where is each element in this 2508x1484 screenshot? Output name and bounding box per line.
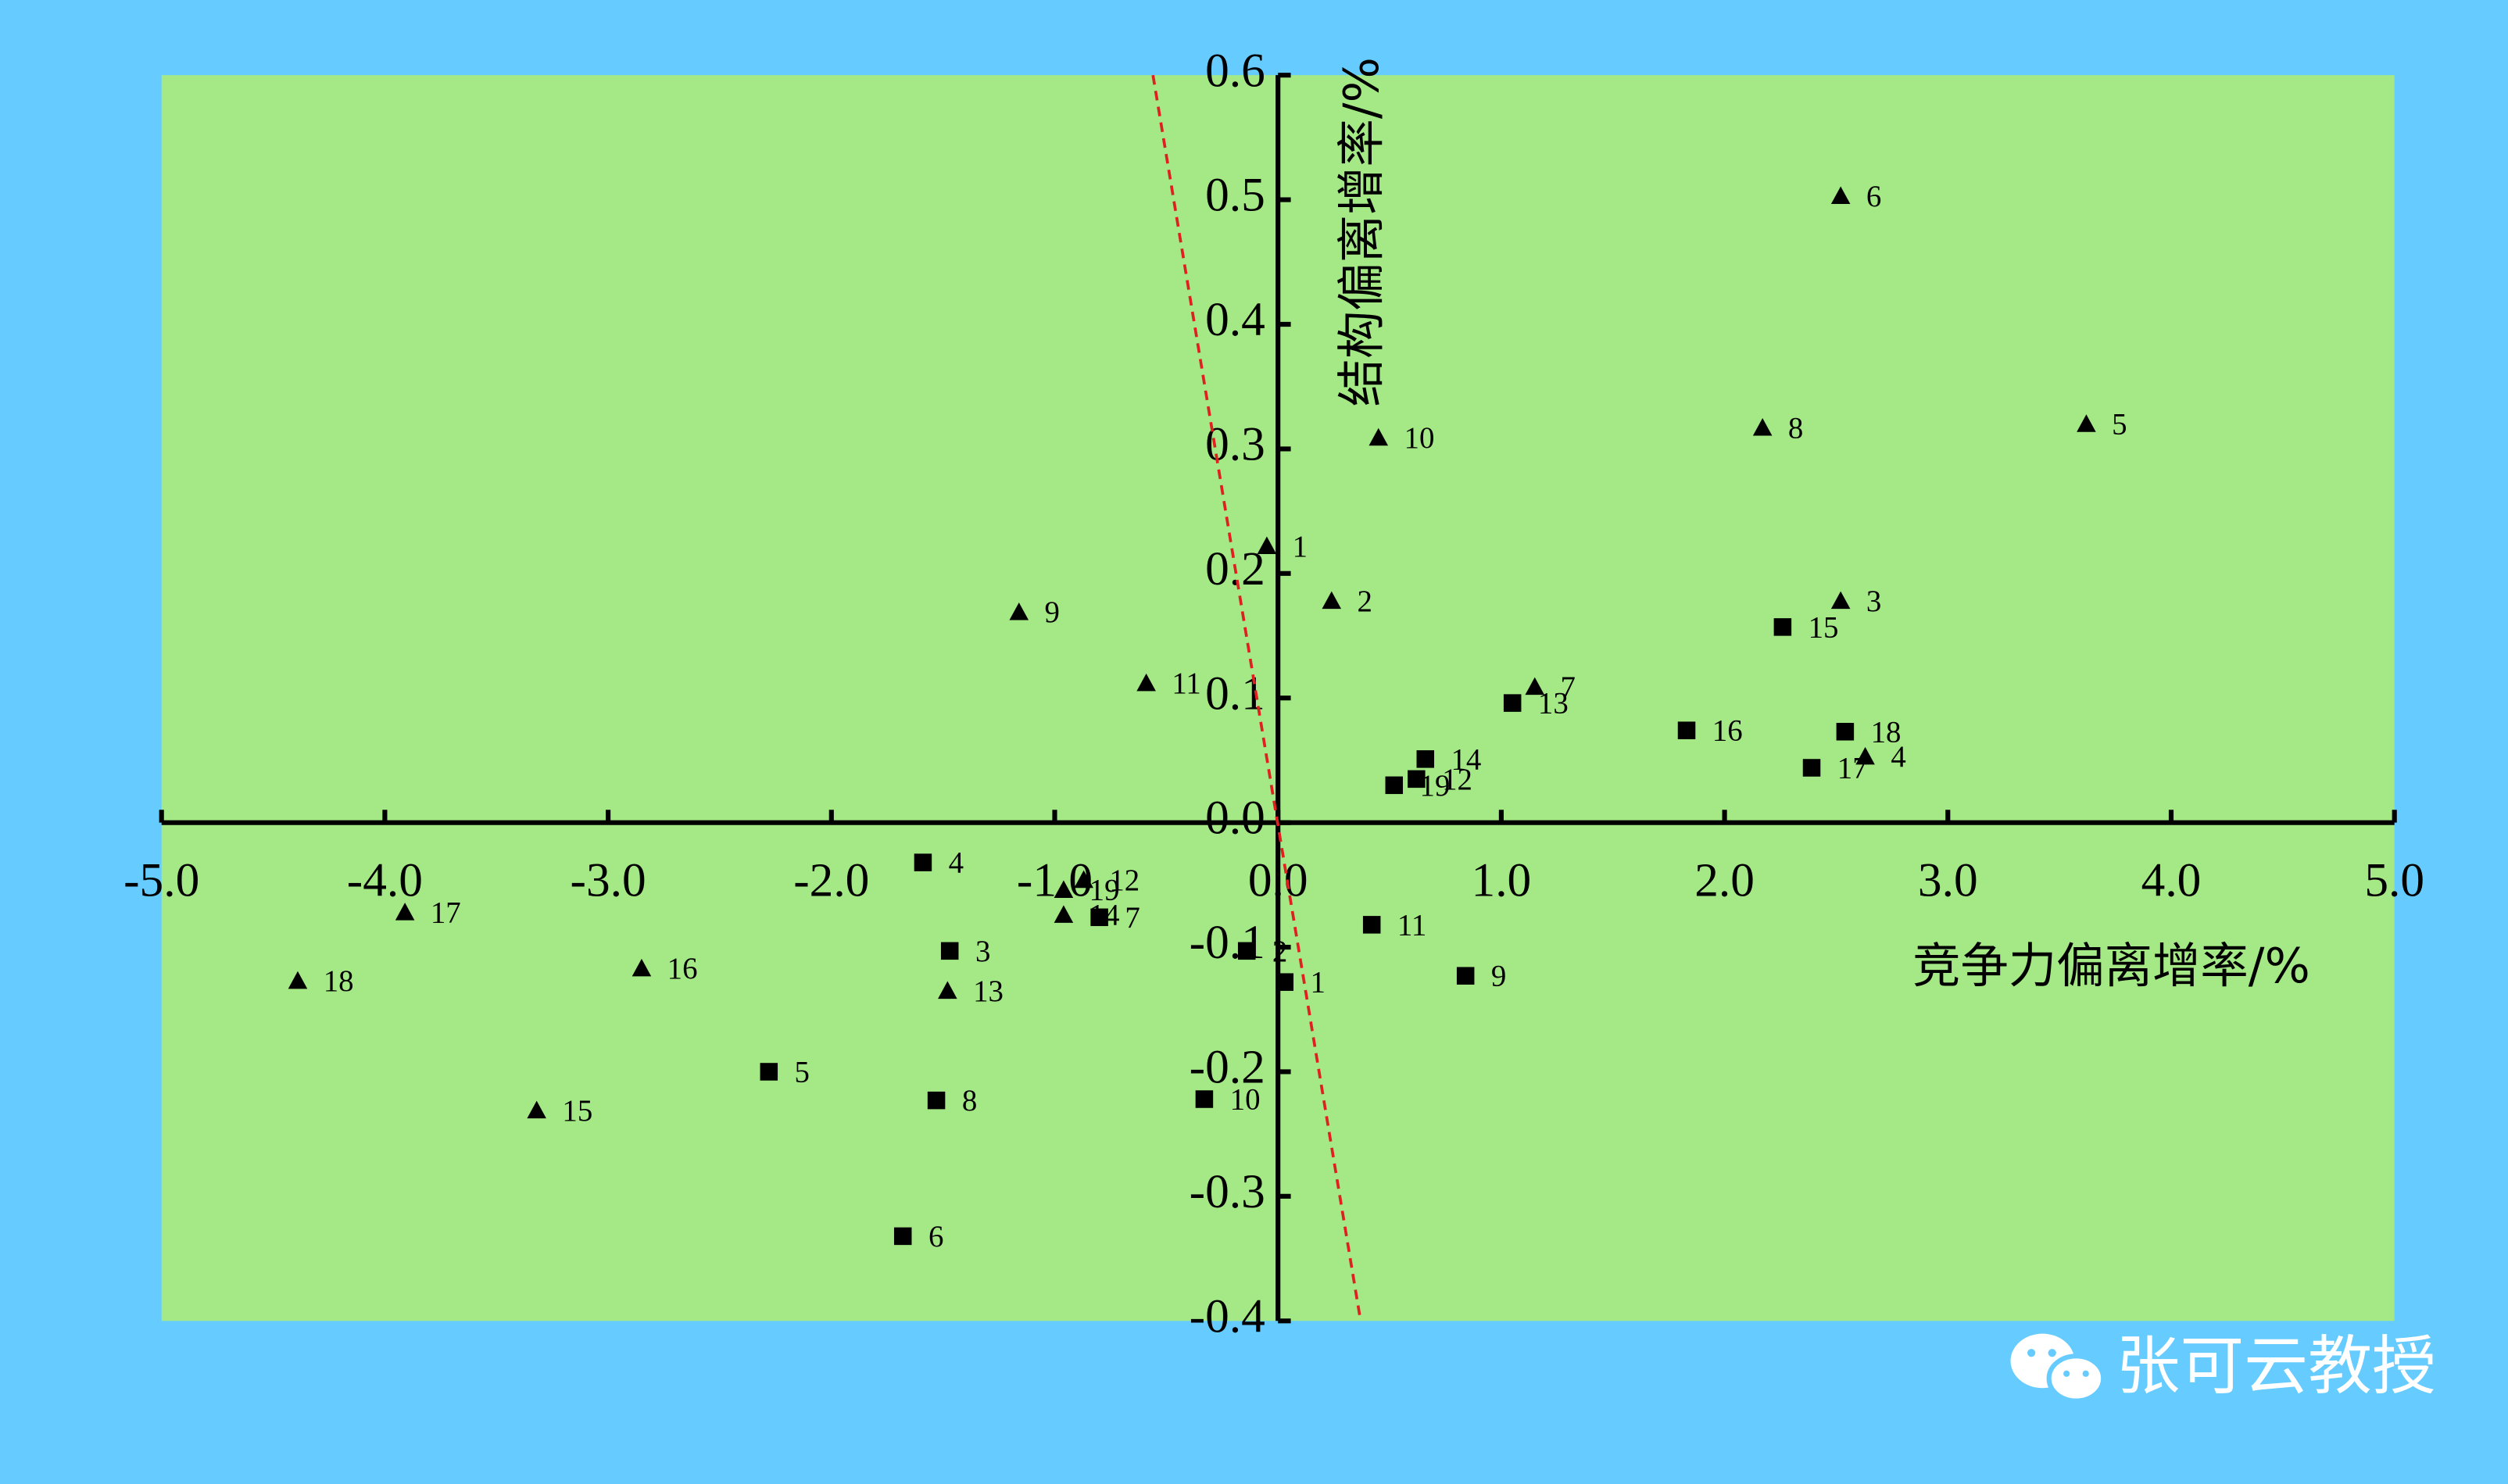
- square-marker: [1275, 973, 1294, 991]
- point-label: 3: [975, 935, 990, 968]
- wechat-icon: [2010, 1333, 2106, 1404]
- triangle-marker: [1322, 591, 1342, 610]
- square-marker: [1237, 942, 1256, 960]
- triangle-marker: [2077, 414, 2096, 432]
- trend-line: [1151, 74, 1362, 1321]
- triangle-marker: [1830, 591, 1851, 610]
- x-tick-label: -3.0: [571, 854, 646, 907]
- x-tick-label: 2.0: [1694, 854, 1755, 907]
- point-label: 10: [1230, 1083, 1261, 1117]
- y-tick-label: -0.3: [1190, 1165, 1265, 1218]
- point-label: 2: [1358, 585, 1372, 618]
- y-tick-label: -0.2: [1190, 1041, 1265, 1094]
- x-tick-label: 0.0: [1248, 854, 1308, 907]
- point-label: 15: [1809, 610, 1839, 644]
- point-label: 11: [1397, 908, 1426, 942]
- point-label: 11: [1172, 667, 1200, 700]
- y-axis-title: 结构偏离增率/%: [1334, 57, 1390, 406]
- square-marker: [1408, 770, 1426, 788]
- y-tick-label: 0.5: [1205, 169, 1265, 222]
- point-label: 10: [1404, 421, 1435, 455]
- point-label: 18: [1871, 715, 1902, 749]
- square-marker: [893, 1227, 912, 1246]
- y-tick-label: 0.4: [1205, 293, 1265, 346]
- point-label: 4: [1891, 740, 1905, 774]
- point-label: 1: [1293, 530, 1308, 563]
- point-label: 15: [562, 1094, 592, 1128]
- triangle-marker: [288, 971, 308, 989]
- triangle-marker: [527, 1100, 546, 1119]
- triangle-marker: [1830, 186, 1851, 205]
- point-label: 19: [1089, 874, 1120, 907]
- square-marker: [1677, 721, 1696, 739]
- triangle-marker: [938, 981, 957, 999]
- square-marker: [760, 1063, 778, 1081]
- point-label: 16: [667, 952, 698, 985]
- x-tick-label: -4.0: [347, 854, 423, 907]
- y-tick-label: 0.6: [1205, 44, 1265, 97]
- triangle-marker: [1257, 536, 1277, 554]
- watermark: 张可云教授: [2116, 1329, 2436, 1404]
- point-label: 19: [1420, 769, 1451, 803]
- triangle-marker: [395, 903, 415, 921]
- point-label: 8: [962, 1084, 977, 1117]
- point-label: 6: [928, 1220, 943, 1253]
- point-label: 6: [1866, 180, 1881, 213]
- triangle-marker: [1525, 677, 1545, 696]
- square-marker: [1362, 916, 1381, 934]
- point-label: 13: [1538, 687, 1569, 721]
- square-marker: [1385, 776, 1404, 795]
- point-label: 12: [1442, 763, 1472, 796]
- triangle-marker: [1054, 880, 1074, 898]
- point-label: 17: [431, 896, 461, 929]
- x-tick-label: 1.0: [1472, 854, 1532, 907]
- point-label: 8: [1788, 411, 1803, 445]
- x-tick-label: 5.0: [2364, 854, 2424, 907]
- x-tick-label: 4.0: [2141, 854, 2202, 907]
- x-tick-label: -5.0: [123, 854, 199, 907]
- triangle-marker: [1054, 905, 1074, 923]
- square-marker: [1503, 694, 1522, 712]
- triangle-marker: [1752, 418, 1773, 436]
- triangle-marker: [1855, 746, 1875, 765]
- triangle-marker: [1009, 602, 1029, 620]
- point-label: 9: [1045, 595, 1060, 629]
- y-tick-label: -0.4: [1190, 1289, 1265, 1343]
- square-marker: [914, 853, 932, 871]
- point-label: 18: [324, 964, 354, 998]
- point-label: 13: [973, 974, 1004, 1008]
- square-marker: [1195, 1090, 1214, 1108]
- square-marker: [1802, 759, 1821, 777]
- square-marker: [927, 1091, 946, 1110]
- triangle-marker: [1368, 427, 1389, 446]
- square-marker: [1773, 618, 1792, 636]
- x-tick-label: -2.0: [793, 854, 869, 907]
- triangle-marker: [631, 958, 652, 977]
- square-marker: [1836, 723, 1855, 741]
- square-marker: [1090, 908, 1108, 927]
- square-marker: [1456, 967, 1475, 985]
- point-label: 16: [1712, 714, 1743, 748]
- x-axis-title: 竞争力偏离增率/%: [1912, 939, 2310, 994]
- point-label: 14: [1451, 742, 1482, 776]
- point-label: 9: [1491, 960, 1506, 993]
- square-marker: [940, 942, 959, 960]
- point-label: 7: [1560, 670, 1575, 704]
- square-marker: [1416, 750, 1435, 768]
- triangle-marker: [1136, 673, 1156, 692]
- y-tick-label: 0.0: [1205, 792, 1265, 845]
- point-label: 7: [1125, 901, 1140, 935]
- point-label: 4: [949, 846, 964, 880]
- triangle-marker: [1074, 870, 1093, 889]
- point-label: 17: [1837, 752, 1868, 785]
- point-label: 12: [1109, 864, 1140, 897]
- point-label: 2: [1272, 935, 1287, 968]
- point-label: 5: [2112, 408, 2127, 442]
- point-label: 5: [795, 1055, 810, 1089]
- point-label: 1: [1311, 966, 1326, 999]
- point-label: 3: [1866, 585, 1881, 618]
- x-tick-label: 3.0: [1918, 854, 1978, 907]
